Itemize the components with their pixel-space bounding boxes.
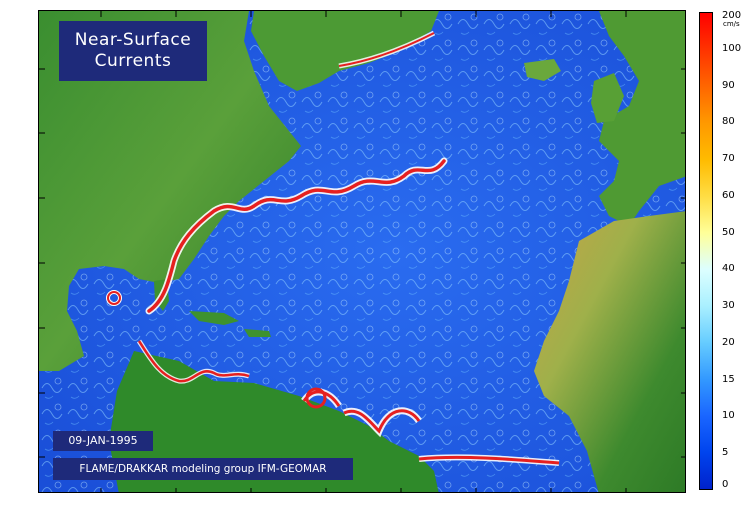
speed-colorbar [699, 12, 713, 490]
colorbar-tick-label: 5 [722, 447, 729, 459]
map-title-box: Near-Surface Currents [59, 21, 207, 81]
map-title-line1: Near-Surface [74, 30, 192, 50]
colorbar-tick-label: 100 [722, 42, 742, 54]
colorbar-tick-label: 15 [722, 373, 735, 385]
map-canvas [39, 11, 685, 492]
loop-current-eddy-core [107, 291, 121, 305]
equatorial-undercurrent-core [418, 455, 560, 465]
british-isles-landmass [591, 73, 624, 123]
colorbar-tick-label: 0 [722, 479, 729, 490]
colorbar-tick-label: 50 [722, 226, 735, 238]
colorbar-tick-label: 90 [722, 79, 735, 91]
south-america-landmass [109, 351, 439, 492]
iceland-landmass [524, 59, 561, 81]
colorbar-tick-label: 60 [722, 189, 735, 201]
greenland-landmass [251, 11, 439, 91]
colorbar-tick-label: 80 [722, 116, 735, 128]
colorbar-tick-label: 10 [722, 410, 735, 422]
colorbar-tick-label: 20 [722, 336, 735, 348]
north-america-landmass [39, 11, 301, 371]
north-brazil-ring [305, 387, 327, 409]
colorbar-tick-label: 70 [722, 153, 735, 165]
europe-landmass [599, 11, 685, 226]
africa-landmass [534, 211, 685, 492]
caribbean-islands [189, 311, 271, 337]
colorbar-unit-label: cm/s [723, 20, 740, 28]
caribbean-current-core [137, 340, 250, 383]
map-date-label: 09-JAN-1995 [53, 431, 153, 451]
colorbar-tick-label: 30 [722, 300, 735, 312]
gulf-stream-core [147, 159, 446, 313]
colorbar-tick-label: 200 [722, 10, 742, 21]
east-greenland-current-core [338, 32, 435, 67]
map-tick-marks [39, 11, 685, 492]
map-credit-label: FLAME/DRAKKAR modeling group IFM-GEOMAR [53, 458, 353, 480]
colorbar-tick-label: 40 [722, 263, 735, 275]
map-title-line2: Currents [94, 51, 172, 71]
ocean-current-map: Near-Surface Currents 09-JAN-1995 FLAME/… [38, 10, 686, 493]
